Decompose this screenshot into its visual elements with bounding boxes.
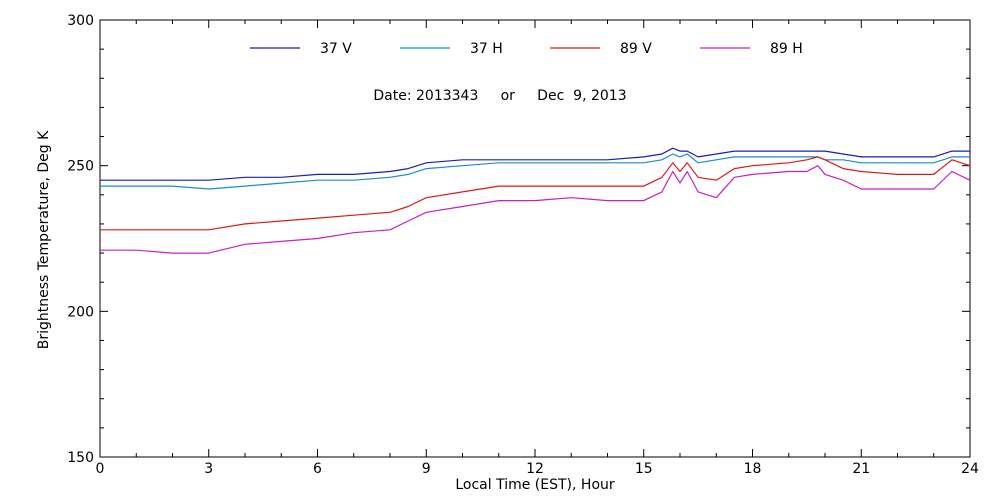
x-tick-label: 21: [852, 461, 870, 477]
legend: 37 V 37 H 89 V 89 H: [250, 41, 803, 57]
y-axis-label: Brightness Temperature, Deg K: [36, 130, 52, 349]
x-tick-label: 9: [422, 461, 431, 477]
series-lines: [100, 147, 971, 254]
y-tick-label: 250: [67, 159, 94, 175]
plot-frame: [99, 19, 971, 458]
axis-ticks: 0 3 6 9 12 15 18 21 24 150 200 250 300: [67, 13, 979, 477]
x-tick-label: 0: [96, 461, 105, 477]
series-line-37-v: [100, 147, 970, 181]
legend-label: 89 H: [770, 41, 803, 57]
x-axis-label: Local Time (EST), Hour: [455, 477, 615, 493]
date-annotation: Date: 2013343 or Dec 9, 2013: [373, 88, 626, 104]
x-tick-label: 15: [635, 461, 653, 477]
y-tick-label: 200: [67, 304, 94, 320]
x-tick-label: 24: [961, 461, 979, 477]
x-tick-label: 6: [313, 461, 322, 477]
x-tick-label: 18: [744, 461, 762, 477]
series-line-89-v: [100, 156, 971, 231]
x-tick-label: 12: [526, 461, 544, 477]
legend-label: 37 H: [470, 41, 503, 57]
series-line-37-h: [100, 153, 970, 190]
series-line-89-h: [100, 165, 971, 254]
x-tick-label: 3: [204, 461, 213, 477]
y-tick-label: 300: [67, 13, 94, 29]
legend-label: 89 V: [620, 41, 652, 57]
legend-label: 37 V: [320, 41, 352, 57]
y-tick-label: 150: [67, 450, 94, 466]
